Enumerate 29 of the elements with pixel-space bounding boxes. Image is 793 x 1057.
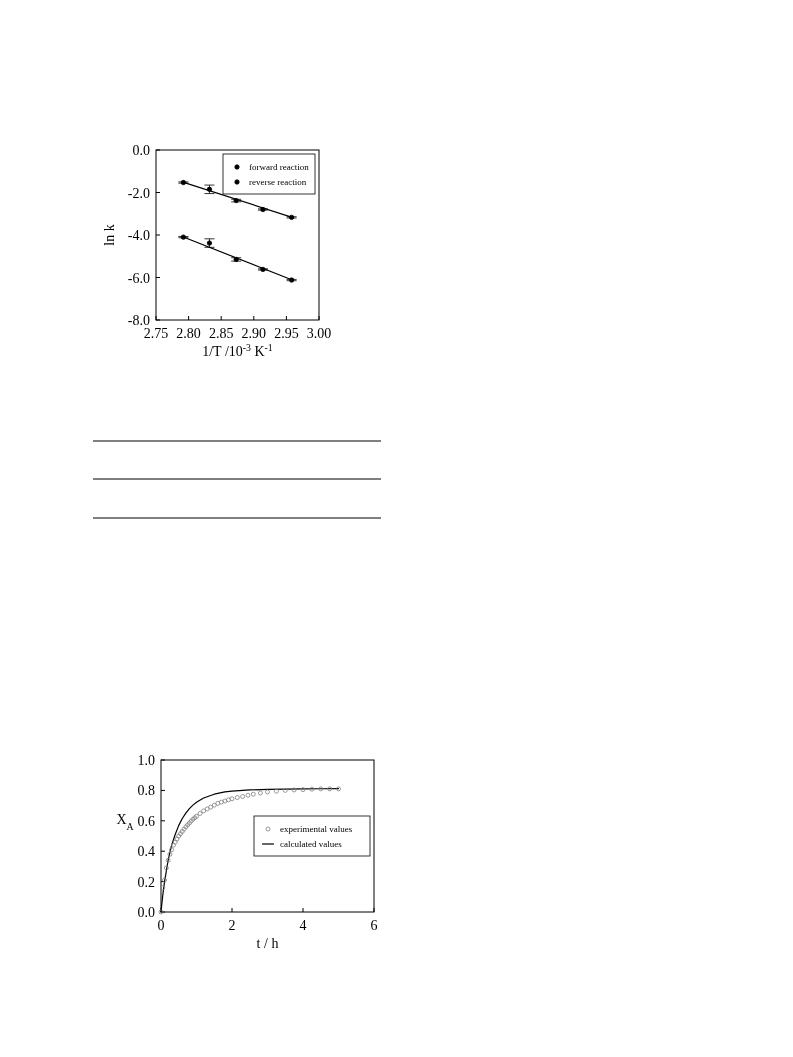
y-tick-label: -2.0	[127, 185, 150, 201]
x-tick-label: 2.90	[241, 326, 267, 341]
legend-label: experimental values	[280, 824, 353, 834]
x-tick-label: 6	[370, 918, 378, 933]
x-tick-label: 0	[157, 918, 165, 933]
legend-label: calculated values	[280, 839, 343, 849]
y-tick-label: 0.2	[137, 874, 155, 890]
legend-label: reverse reaction	[249, 177, 307, 187]
y-tick-label: -8.0	[127, 313, 150, 328]
x-tick-label: 2.80	[176, 326, 201, 341]
y-tick-label: -6.0	[127, 270, 150, 286]
y-tick-label: -4.0	[127, 228, 150, 243]
x-tick-label: 2.85	[208, 326, 234, 341]
y-axis-title: ln k	[102, 224, 117, 246]
x-tick-label: 2	[228, 918, 236, 933]
y-axis-title: X$_{A}$	[116, 812, 134, 832]
x-tick-label: 4	[299, 918, 307, 933]
y-tick-label: 0.4	[137, 844, 155, 860]
y-tick-label: 0.6	[137, 813, 155, 829]
x-axis-title: 1/T /10$^{-3}$ K$^{-1}$	[202, 341, 273, 359]
x-tick-label: 2.95	[274, 326, 299, 341]
y-tick-label: 0.0	[132, 143, 150, 158]
x-tick-label: 3.00	[306, 326, 332, 341]
y-tick-label: 1.0	[137, 753, 155, 768]
y-tick-label: 0.0	[137, 905, 155, 920]
legend-label: forward reaction	[249, 162, 310, 172]
x-tick-label: 2.75	[143, 326, 169, 341]
y-tick-label: 0.8	[137, 783, 155, 799]
x-axis-title: t / h	[256, 936, 279, 951]
